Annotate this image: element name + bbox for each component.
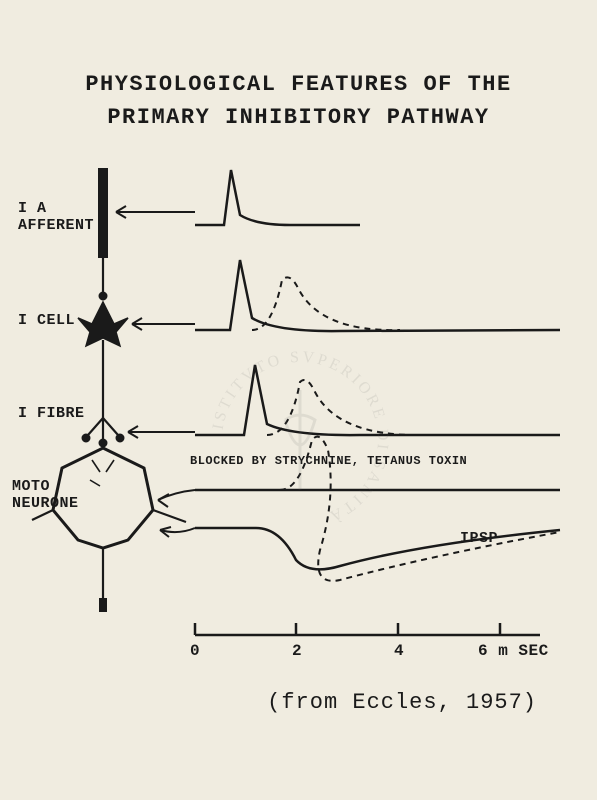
pointer-arrows xyxy=(116,206,195,537)
label-afferent: I A AFFERENT xyxy=(18,200,94,234)
citation: (from Eccles, 1957) xyxy=(267,690,537,715)
axis-tick-6: 6 m SEC xyxy=(478,642,549,660)
label-ipsp: IPSP xyxy=(460,530,498,547)
neuron-chain xyxy=(32,168,186,612)
axis-tick-2: 2 xyxy=(292,642,302,660)
trace-icell xyxy=(195,260,560,331)
label-blocked: BLOCKED BY STRYCHNINE, TETANUS TOXIN xyxy=(190,454,467,468)
trace-ifibre xyxy=(195,365,560,435)
trace-afferent xyxy=(195,170,360,225)
page: PHYSIOLOGICAL FEATURES OF THE PRIMARY IN… xyxy=(0,0,597,800)
label-ifibre: I FIBRE xyxy=(18,405,85,422)
label-motoneurone: MOTO NEURONE xyxy=(12,478,79,512)
trace-ipsp xyxy=(195,528,560,569)
label-icell: I CELL xyxy=(18,312,75,329)
diagram-svg xyxy=(0,0,597,800)
axis-tick-0: 0 xyxy=(190,642,200,660)
time-axis xyxy=(195,623,540,635)
axis-tick-4: 4 xyxy=(394,642,404,660)
